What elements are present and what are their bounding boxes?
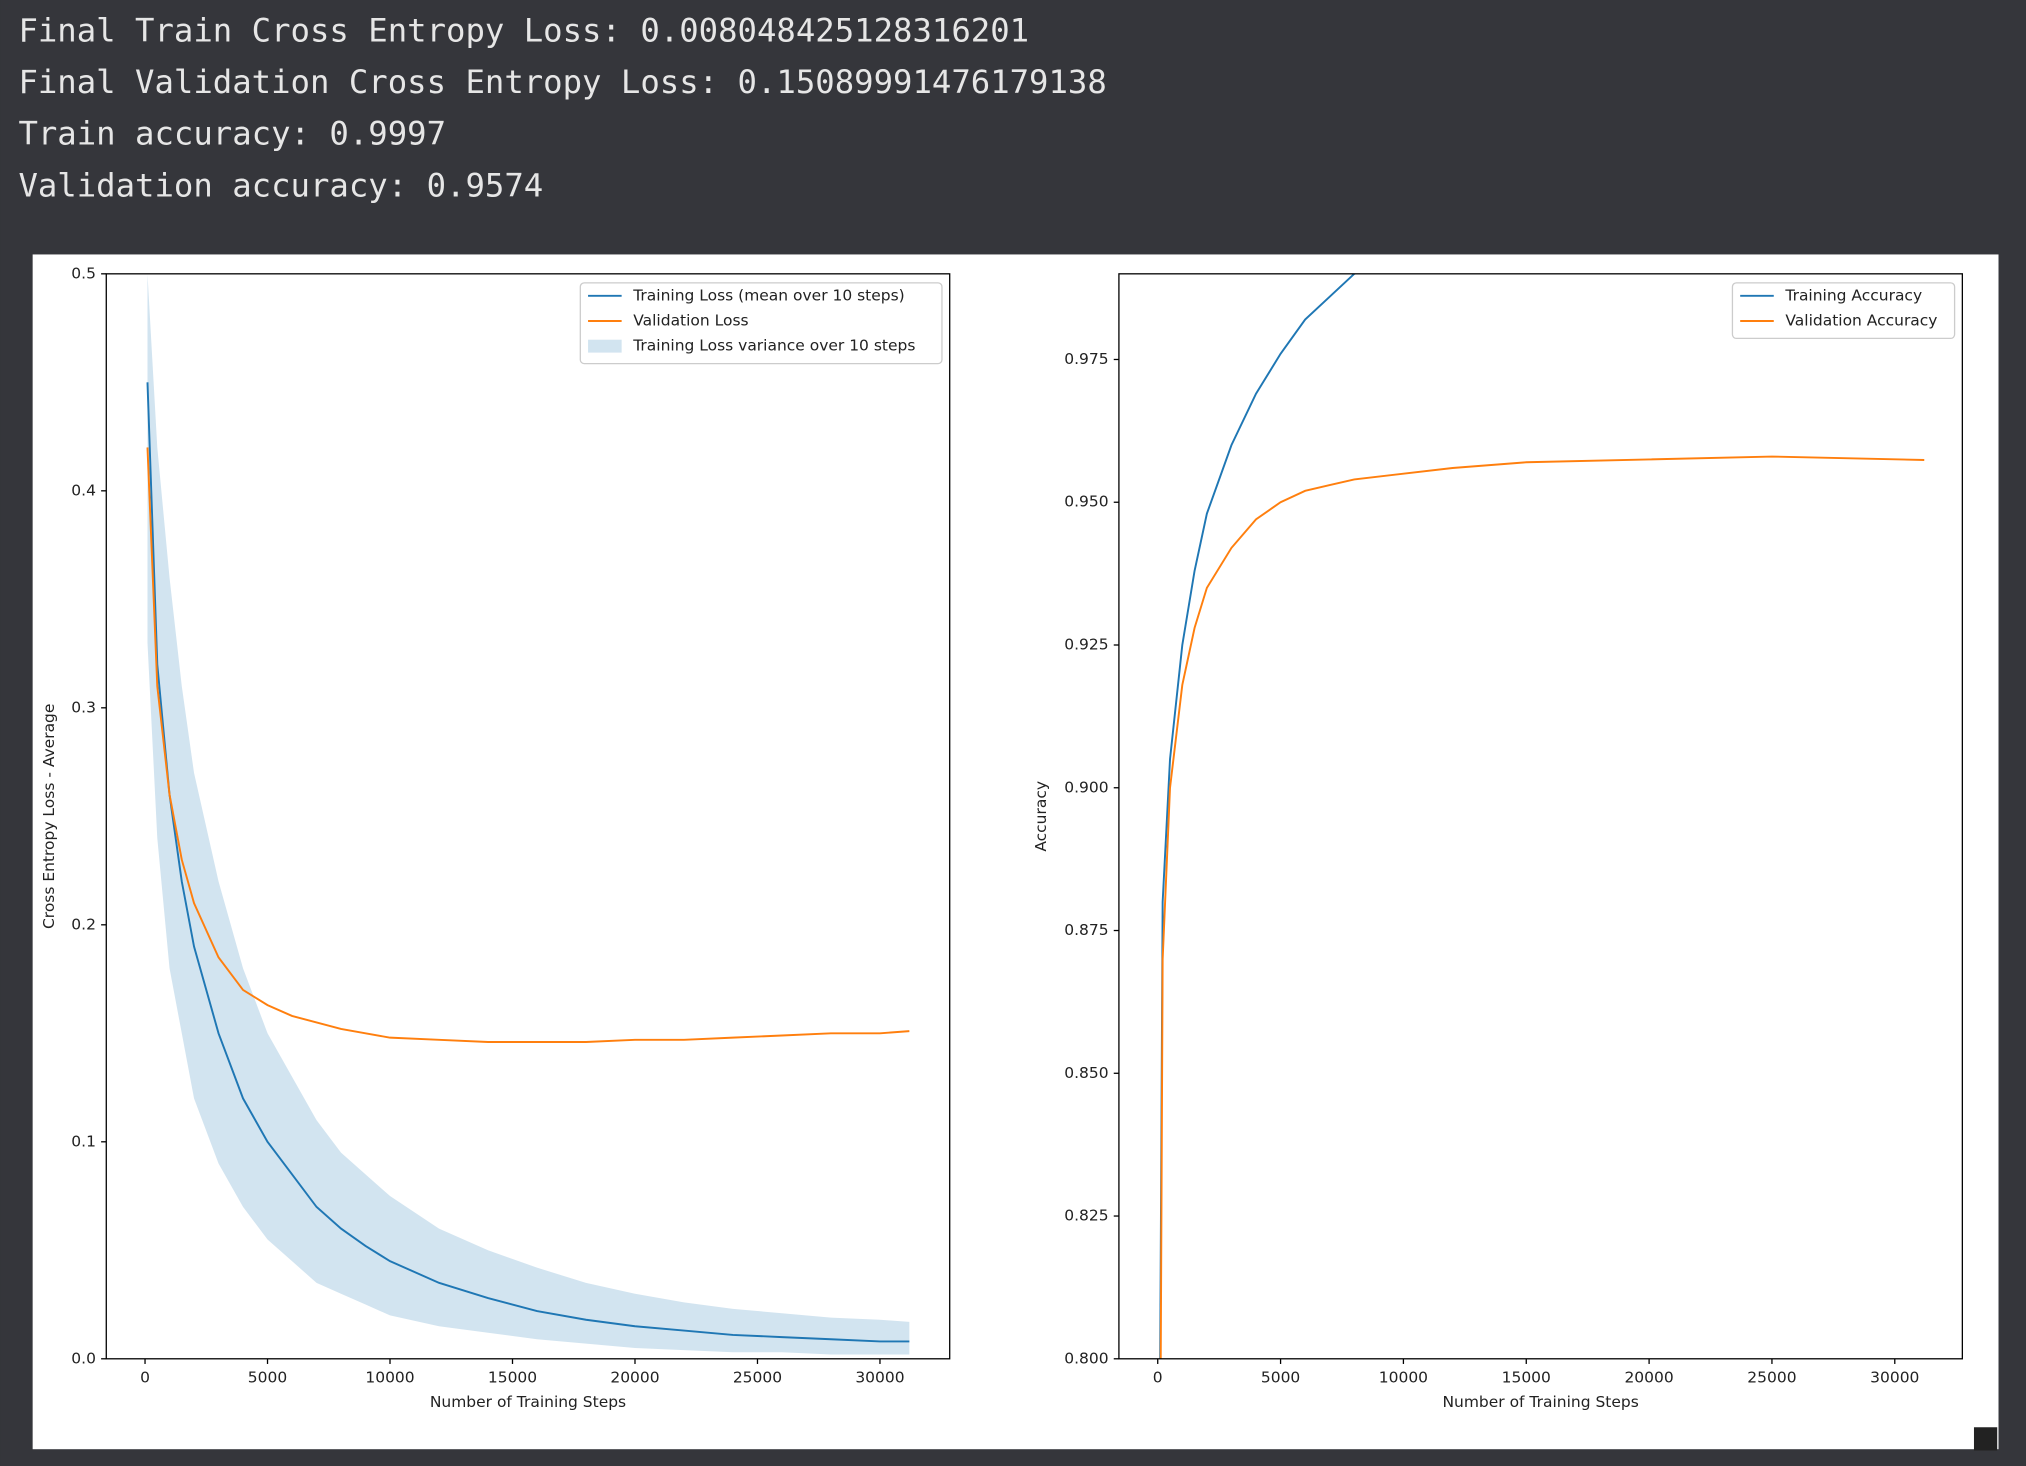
legend: Training Loss (mean over 10 steps) Valida… [579,282,943,365]
y-tick-label: 0.0 [71,1349,96,1367]
x-axis-label: Number of Training Steps [430,1393,626,1411]
legend-label: Training Loss (mean over 10 steps) [632,286,904,304]
y-tick-label: 0.2 [71,915,96,933]
output-line: Validation accuracy: 0.9574 [18,166,543,204]
x-tick-label: 0 [1153,1369,1163,1387]
x-tick-label: 25000 [1747,1369,1796,1387]
legend-swatch [588,339,622,353]
x-tick-label: 0 [140,1369,150,1387]
x-tick-label: 5000 [1261,1369,1300,1387]
legend-label: Training Loss variance over 10 steps [632,337,915,355]
figure-panel [32,254,1999,1450]
y-tick-label: 0.825 [1064,1207,1108,1225]
y-tick-label: 0.950 [1064,493,1108,511]
y-tick-label: 0.5 [71,264,96,282]
x-tick-label: 15000 [488,1369,537,1387]
series-line [1159,273,1357,1359]
x-tick-label: 20000 [1624,1369,1673,1387]
axes-frame [1118,273,1963,1360]
x-tick-label: 5000 [248,1369,287,1387]
plot-area [1159,273,1925,1359]
series-line [1159,455,1925,1359]
y-tick-label: 0.975 [1064,350,1108,368]
output-line: Final Validation Cross Entropy Loss: 0.1… [18,63,1106,101]
series-line [146,382,910,1343]
legend-label: Validation Accuracy [1785,311,1937,329]
y-tick-label: 0.1 [71,1132,96,1150]
x-axis-label: Number of Training Steps [1442,1393,1638,1411]
x-tick-label: 30000 [855,1369,904,1387]
y-tick-label: 0.900 [1064,778,1108,796]
y-axis-label: Accuracy [1032,781,1050,852]
y-tick-label: 0.925 [1064,635,1108,653]
legend-label: Training Accuracy [1784,286,1922,304]
series-line [146,447,910,1043]
legend-label: Validation Loss [633,311,748,329]
x-tick-label: 25000 [733,1369,782,1387]
axes-frame [105,273,951,1360]
plot-area [146,273,910,1355]
x-tick-label: 15000 [1502,1369,1551,1387]
y-tick-label: 0.4 [71,481,96,499]
y-tick-label: 0.875 [1064,921,1108,939]
output-line: Final Train Cross Entropy Loss: 0.008048… [18,11,1029,49]
x-tick-label: 10000 [365,1369,414,1387]
y-axis-label: Cross Entropy Loss - Average [40,704,58,929]
output-line: Train accuracy: 0.9997 [18,115,446,153]
y-tick-label: 0.850 [1064,1064,1108,1082]
y-tick-label: 0.3 [71,698,96,716]
x-tick-label: 20000 [610,1369,659,1387]
resize-handle [1973,1427,1998,1451]
legend-box [579,282,943,365]
y-tick-label: 0.800 [1064,1349,1108,1367]
x-tick-label: 10000 [1379,1369,1428,1387]
x-tick-label: 30000 [1870,1369,1919,1387]
legend-box [1731,282,1956,340]
legend: Training Accuracy Validation Accuracy [1731,282,1956,340]
